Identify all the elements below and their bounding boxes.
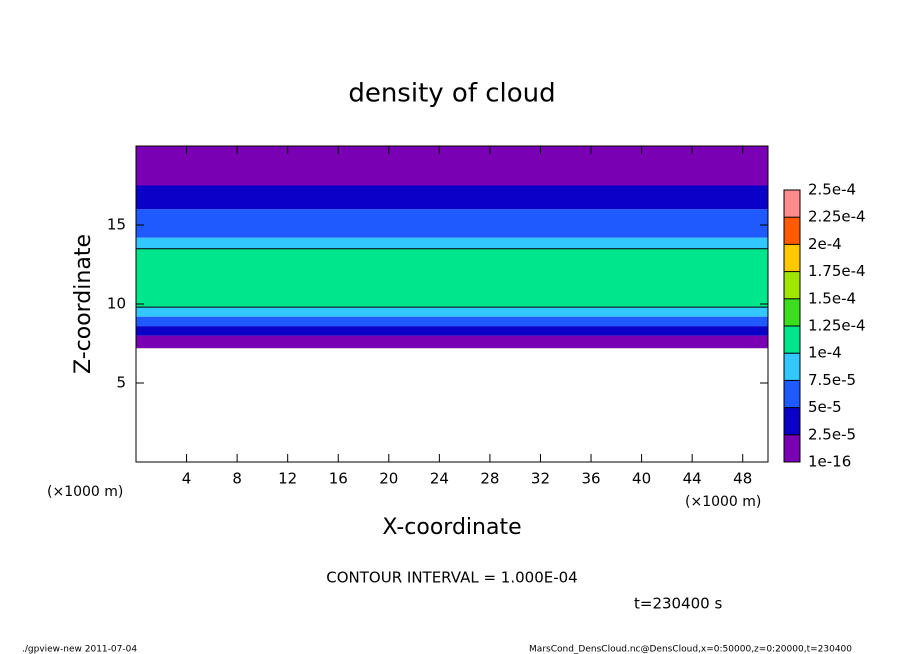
x-tick-label: 4 [182,470,192,488]
colorbar-segment [784,407,800,435]
colorbar-segment [784,190,800,218]
colorbar-segment [784,298,800,326]
density-band [136,316,768,327]
x-tick-label: 32 [531,470,550,488]
y-axis-label: Z-coordinate [71,234,96,374]
x-tick-label: 40 [632,470,651,488]
x-tick-label: 24 [430,470,449,488]
x-axis-label: X-coordinate [382,515,521,540]
time-label: t=230400 s [634,595,722,613]
colorbar-segment [784,353,800,381]
y-tick-label: 5 [116,374,126,392]
colorbar-segment [784,380,800,408]
colorbar-label: 1.5e-4 [808,289,856,307]
x-tick-label: 20 [379,470,398,488]
y-tick-label: 10 [107,295,126,313]
colorbar-label: 1.75e-4 [808,262,866,280]
x-tick-label: 48 [733,470,752,488]
density-band [136,307,768,317]
x-tick-label: 12 [278,470,297,488]
colorbar-segment [784,217,800,245]
colorbar-label: 1e-4 [808,344,842,362]
colorbar-segment [784,434,800,462]
colorbar-label: 2.25e-4 [808,208,866,226]
chart-title: density of cloud [348,79,555,109]
colorbar-label: 5e-5 [808,398,842,416]
x-tick-label: 8 [232,470,242,488]
footer-right: MarsCond_DensCloud.nc@DensCloud,x=0:5000… [529,645,852,654]
density-band [136,248,768,308]
colorbar-label: 1.25e-4 [808,317,866,335]
density-band [136,335,768,349]
footer-left: ./gpview-new 2011-07-04 [22,645,137,654]
colorbar-label: 7.5e-5 [808,371,856,389]
x-tick-label: 44 [683,470,702,488]
density-band [136,209,768,238]
density-band [136,326,768,336]
density-band [136,237,768,249]
colorbar-label: 1e-16 [808,453,851,471]
density-band [136,185,768,210]
y-tick-label: 15 [107,216,126,234]
colorbar-label: 2e-4 [808,235,842,253]
x-tick-label: 16 [329,470,348,488]
colorbar-segment [784,244,800,272]
colorbar-segment [784,326,800,354]
colorbar-label: 2.5e-5 [808,425,856,443]
colorbar-segment [784,271,800,299]
colorbar-label: 2.5e-4 [808,181,856,199]
x-unit: (×1000 m) [47,484,123,500]
density-band [136,146,768,186]
x-tick-label: 36 [581,470,600,488]
x-unit: (×1000 m) [685,494,761,510]
x-tick-label: 28 [480,470,499,488]
annotation: CONTOUR INTERVAL = 1.000E-04 [326,569,577,587]
